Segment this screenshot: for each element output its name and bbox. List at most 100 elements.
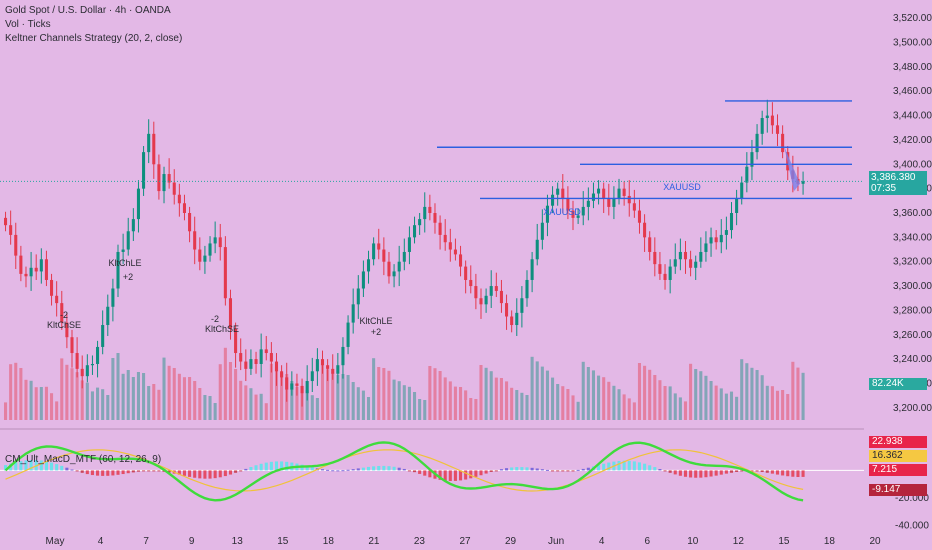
strategy-annotation: KltChLE	[108, 258, 141, 268]
strategy-annotation: KltChSE	[205, 324, 239, 334]
macd-histogram-bar	[673, 470, 677, 475]
candle-body	[188, 213, 192, 232]
candle-body	[136, 188, 140, 220]
candle-body	[234, 328, 238, 354]
current-price: 3,386.380	[871, 172, 916, 183]
time-axis-tick: Jun	[548, 536, 564, 547]
candle-body	[709, 237, 713, 244]
candle-body	[147, 133, 151, 153]
volume-bar	[213, 403, 217, 420]
candle-body	[612, 198, 616, 207]
time-axis-tick: 15	[778, 536, 790, 547]
macd-histogram-bar	[274, 461, 279, 471]
macd-histogram-bar	[234, 470, 238, 473]
volume-bar	[632, 402, 636, 420]
volume-bar	[157, 389, 161, 420]
volume-bar	[111, 358, 115, 420]
candle-body	[663, 273, 667, 280]
macd-histogram-bar	[331, 470, 335, 472]
candle-body	[755, 133, 759, 153]
macd-histogram-bar	[269, 461, 273, 471]
candle-body	[142, 152, 146, 189]
candle-body	[14, 234, 18, 256]
macd-histogram-bar	[198, 470, 202, 479]
strategy-annotation: XAUUSD	[663, 182, 701, 192]
candle-body	[208, 243, 212, 256]
candle-body	[24, 273, 28, 277]
candle-body	[428, 206, 432, 213]
macd-histogram-bar	[418, 470, 422, 474]
volume-bar	[300, 388, 304, 420]
volume-bar	[142, 373, 146, 420]
volume-bar	[44, 386, 48, 420]
candle-body	[85, 365, 89, 377]
macd-histogram-bar	[310, 467, 314, 471]
volume-bar	[310, 395, 314, 420]
macd-histogram-bar	[90, 470, 94, 476]
volume-bar	[760, 375, 764, 420]
strategy-annotation: -2	[211, 314, 219, 324]
candle-body	[689, 259, 693, 268]
macd-histogram-bar	[377, 465, 381, 471]
macd-histogram-bar	[438, 470, 442, 480]
candle-body	[643, 222, 647, 238]
candle-body	[489, 286, 493, 296]
candle-body	[116, 251, 120, 289]
volume-bar	[106, 395, 110, 420]
volume-bar	[719, 388, 723, 420]
strategy-annotation: XAUUSD	[543, 207, 581, 217]
candle-body	[699, 251, 703, 262]
volume-bar	[525, 395, 529, 420]
candle-body	[453, 249, 457, 255]
volume-bar	[126, 370, 130, 420]
volume-bar	[796, 367, 800, 420]
macd-histogram-bar	[781, 470, 785, 476]
candle-body	[346, 322, 350, 347]
volume-bar	[254, 394, 258, 420]
candle-body	[244, 361, 248, 369]
candle-body	[351, 304, 355, 323]
volume-bar	[566, 389, 570, 420]
macd-axis-tick: -40.000	[895, 520, 929, 531]
macd-histogram-bar	[443, 470, 447, 481]
candle-body	[658, 264, 662, 274]
candle-body	[775, 125, 780, 134]
macd-value-3: 7.215	[869, 464, 927, 476]
candle-body	[29, 267, 33, 277]
volume-bar	[484, 367, 488, 420]
volume-bar	[607, 381, 611, 420]
macd-histogram-bar	[142, 470, 146, 472]
volume-bar	[438, 371, 442, 420]
macd-histogram-bar	[479, 470, 483, 476]
candle-body	[336, 365, 340, 374]
volume-bar	[172, 368, 176, 420]
macd-histogram-bar	[121, 470, 125, 475]
macd-histogram-bar	[249, 467, 253, 471]
macd-histogram-bar	[729, 470, 734, 473]
macd-histogram-bar	[223, 470, 227, 477]
candle-body	[285, 377, 289, 390]
strategy-annotation: +2	[123, 272, 133, 282]
time-axis-tick: 6	[644, 536, 650, 547]
candle-body	[121, 249, 125, 252]
macd-histogram-bar	[735, 470, 739, 472]
volume-bar	[499, 378, 503, 420]
candle-body	[499, 290, 503, 304]
macd-histogram-bar	[571, 470, 575, 472]
candle-body	[80, 368, 84, 377]
time-axis-tick: 9	[189, 536, 195, 547]
volume-bar	[770, 386, 774, 420]
volume-bar	[586, 367, 590, 420]
candle-body	[60, 303, 64, 323]
macd-histogram-bar	[653, 467, 657, 471]
volume-bar	[193, 381, 197, 420]
volume-bar	[412, 392, 417, 420]
macd-histogram-bar	[75, 470, 79, 472]
volume-bar	[648, 369, 652, 420]
volume-bar	[515, 390, 519, 420]
price-axis-tick: 3,400.000	[893, 159, 932, 170]
candle-body	[576, 215, 580, 218]
volume-bar	[280, 373, 284, 420]
macd-histogram-bar	[740, 470, 744, 472]
